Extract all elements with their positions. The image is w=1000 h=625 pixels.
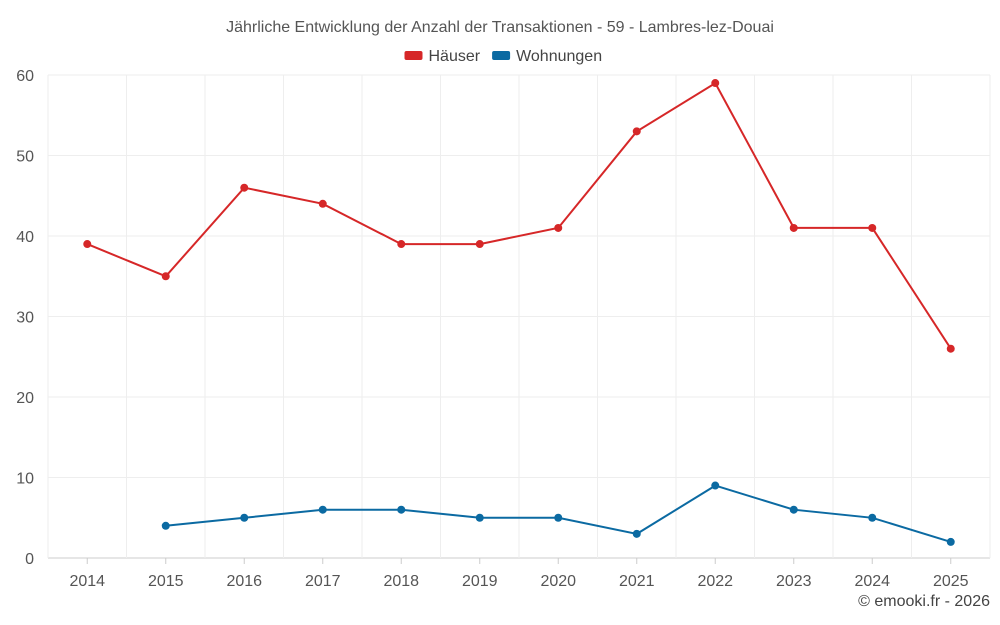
data-point [632,127,641,136]
y-tick-label: 30 [16,310,34,327]
data-point [868,223,877,232]
x-axis: 2014 2015 2016 2017 2018 2019 2020 2021 2022 2023… [69,558,969,590]
x-tick-label: 2019 [462,573,498,590]
chart-title: Jährliche Entwicklung der Anzahl der Tra… [226,19,774,36]
grid [47,74,991,559]
legend-swatch [404,51,423,60]
series-line-haeuser [86,81,952,350]
data-point [711,481,720,490]
series-group [83,79,955,546]
x-tick-label: 2020 [540,573,576,590]
legend-item: Wohnungen [492,48,602,65]
x-tick-label: 2015 [148,573,184,590]
legend-swatch [492,51,511,60]
data-point [240,183,249,192]
data-point [161,272,170,281]
data-point [632,529,641,538]
data-point [318,505,327,514]
data-point [397,240,406,249]
x-tick-label: 2017 [305,573,341,590]
y-tick-label: 0 [25,551,34,568]
data-point [397,505,406,514]
legend-item: Häuser [404,48,481,65]
data-point [318,199,327,208]
data-point [946,344,955,353]
data-point [789,505,798,514]
legend-label: Häuser [429,48,481,65]
data-point [475,513,484,522]
data-point [554,513,563,522]
x-tick-label: 2023 [776,573,812,590]
x-tick-label: 2024 [854,573,890,590]
y-tick-label: 10 [16,471,34,488]
data-point [789,223,798,232]
data-point [240,513,249,522]
y-tick-label: 40 [16,229,34,246]
x-tick-label: 2025 [933,573,969,590]
y-tick-label: 20 [16,390,34,407]
data-point [554,223,563,232]
y-tick-label: 50 [16,149,34,166]
y-tick-label: 60 [16,68,34,85]
credit: © emooki.fr - 2026 [858,593,990,610]
x-tick-label: 2022 [697,573,733,590]
legend-label: Wohnungen [516,48,602,65]
legend: Häuser Wohnungen [404,48,602,65]
data-point [475,240,484,249]
data-point [946,537,955,546]
data-point [711,79,720,88]
data-point [161,521,170,530]
x-tick-label: 2018 [383,573,419,590]
data-point [868,513,877,522]
x-tick-label: 2021 [619,573,655,590]
y-axis: 0 10 20 30 40 50 60 [16,68,34,568]
x-tick-label: 2014 [69,573,105,590]
data-point [83,240,92,249]
x-tick-label: 2016 [226,573,262,590]
